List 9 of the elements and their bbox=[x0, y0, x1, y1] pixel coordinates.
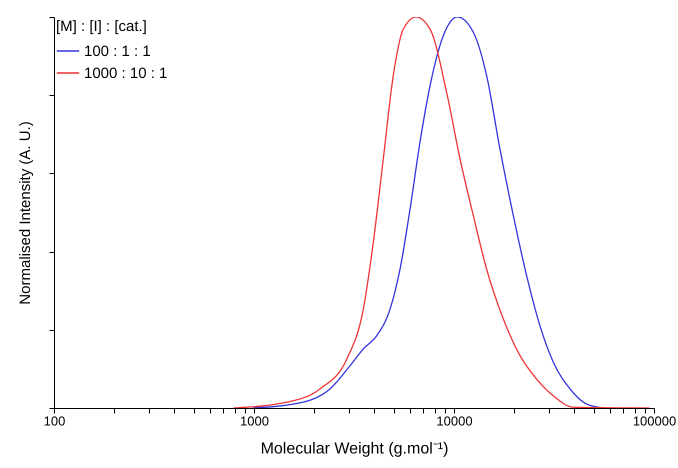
y-axis-title: Normalised Intensity (A. U.) bbox=[17, 121, 34, 305]
legend-title: [M] : [I] : [cat.] bbox=[56, 18, 147, 35]
x-tick-label: 100 bbox=[44, 414, 66, 428]
legend-label: 1000 : 10 : 1 bbox=[84, 65, 168, 82]
x-tick-label: 10000 bbox=[436, 414, 473, 428]
x-tick-label: 100000 bbox=[632, 414, 676, 428]
x-tick-label: 1000 bbox=[240, 414, 269, 428]
x-axis-title: Molecular Weight (g.mol⁻¹) bbox=[260, 440, 448, 458]
legend-label: 100 : 1 : 1 bbox=[84, 43, 151, 60]
